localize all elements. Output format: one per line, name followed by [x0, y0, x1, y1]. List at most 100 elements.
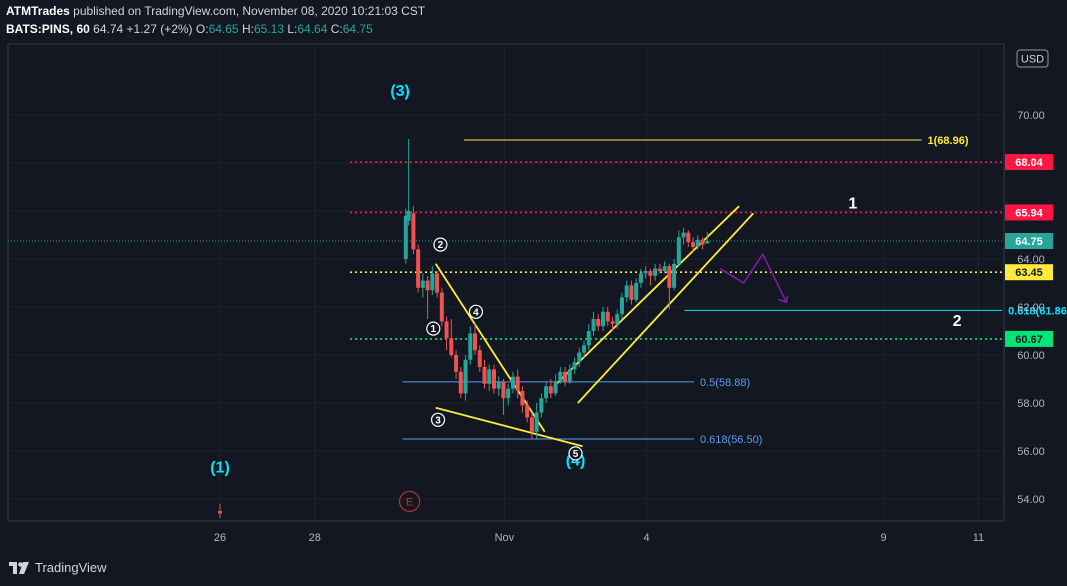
price-change: +1.27 (+2%) — [126, 22, 193, 36]
wave-label: (3) — [390, 83, 410, 100]
candle-body — [634, 283, 639, 300]
candle-body — [425, 280, 430, 291]
last-price: 64.74 — [93, 22, 124, 36]
candle-body — [582, 345, 587, 353]
wave-label: 1 — [848, 196, 857, 213]
candle-body — [534, 412, 539, 432]
candle-body — [596, 319, 601, 327]
published-text: published on TradingView.com, November 0… — [73, 4, 426, 18]
price-tick-label: 58.00 — [1017, 398, 1045, 410]
candle-body — [491, 369, 496, 389]
open-value: 64.65 — [208, 22, 239, 36]
candle-body — [662, 266, 667, 271]
currency-badge[interactable]: USD — [1016, 49, 1049, 68]
candle-body — [454, 355, 459, 372]
candle-body — [548, 386, 553, 394]
price-tick-label: 56.00 — [1017, 446, 1045, 458]
candle-body — [653, 268, 658, 276]
candle-body — [477, 350, 482, 367]
channel-lower-trendline — [577, 212, 754, 404]
ohlc-legend: BATS:PINS, 60 64.74 +1.27 (+2%) O:64.65 … — [6, 22, 373, 36]
close-value: 64.75 — [342, 22, 373, 36]
candle-body — [406, 211, 411, 221]
candle-body — [610, 321, 615, 324]
earnings-marker-icon — [399, 490, 421, 512]
candle-body — [567, 369, 572, 382]
projection-arrowhead — [778, 296, 789, 304]
candle-body — [700, 239, 705, 245]
price-tick-label: 62.00 — [1017, 302, 1045, 314]
candle-body — [691, 242, 696, 247]
circled-wave-marker — [468, 304, 484, 319]
time-tick-label: 9 — [881, 532, 887, 544]
high-label: H: — [241, 22, 254, 36]
candle-body — [416, 249, 421, 288]
symbol-label[interactable]: BATS:PINS, 60 — [6, 22, 90, 36]
candle-body — [544, 386, 549, 399]
currency-label: USD — [1021, 54, 1044, 66]
candle-body — [515, 376, 520, 391]
candles — [218, 139, 710, 519]
price-tick-label: 70.00 — [1017, 110, 1045, 122]
candle-body — [411, 213, 416, 250]
currency-badge-box — [1016, 49, 1049, 68]
candle-body — [591, 319, 596, 331]
price-tag-label: 60.67 — [1015, 334, 1043, 346]
earnings-marker-label: E — [406, 496, 413, 508]
tradingview-logo-icon — [9, 561, 29, 574]
circled-wave-marker — [430, 412, 446, 427]
price-tags: 68.04 65.94 64.75 63.45 60.67 — [1005, 154, 1053, 347]
wave-labels: (3)(1)(4)12412345E — [210, 83, 962, 512]
trend-drawings — [434, 205, 789, 448]
candle-body — [672, 263, 677, 288]
candle-body — [449, 338, 454, 355]
close-label: C: — [330, 22, 343, 36]
price-tag-label: 63.45 — [1015, 267, 1043, 279]
author-name[interactable]: ATMTrades — [6, 4, 70, 18]
horizontal-levels — [8, 161, 1004, 340]
price-tick-label: 60.00 — [1017, 350, 1045, 362]
high-value: 65.13 — [253, 22, 284, 36]
candle-body — [686, 232, 691, 243]
price-tag-box — [1005, 154, 1053, 171]
candle-body — [638, 273, 643, 283]
candle-body — [553, 381, 558, 394]
candle-body — [615, 314, 620, 324]
candle-body — [648, 271, 653, 276]
fib-level-label: 0.5(58.88) — [700, 377, 750, 389]
tradingview-logo[interactable]: TradingView — [8, 560, 107, 575]
price-tick-label: 54.00 — [1017, 494, 1045, 506]
circled-wave-marker — [568, 446, 583, 461]
price-tag-box — [1005, 264, 1053, 281]
price-tag-label: 64.75 — [1015, 236, 1043, 248]
time-axis[interactable]: 212628Nov491116 — [0, 532, 1067, 544]
candle-body — [572, 362, 577, 370]
candle-body — [624, 285, 629, 298]
candle-body — [667, 266, 672, 288]
time-tick-label: 28 — [309, 532, 321, 544]
price-tag-box — [1005, 233, 1053, 249]
candle-body — [643, 271, 648, 274]
circled-wave-marker — [433, 237, 448, 252]
candle-body — [496, 381, 501, 389]
time-tick-label: 26 — [214, 532, 226, 544]
candle-body — [619, 297, 624, 315]
fib-levels: 1(68.96) 0.618(61.86) 0.5(58.88) 0.618(56.5… — [402, 135, 1067, 446]
circled-wave-label: 3 — [435, 415, 441, 426]
price-chart[interactable]: 1(68.96) 0.618(61.86) 0.5(58.88) 0.618(56.5… — [0, 0, 1067, 553]
candle-body — [629, 285, 634, 300]
candle-body — [681, 232, 686, 238]
candle-body — [657, 268, 662, 271]
wave4-lower-trendline — [435, 406, 583, 448]
candle-body — [705, 241, 710, 244]
candle-body — [444, 321, 449, 339]
candle-body — [487, 369, 492, 384]
candle-body — [458, 371, 463, 394]
candle-body — [600, 311, 605, 327]
projection-path — [719, 252, 788, 303]
wave4-upper-trendline — [434, 263, 546, 433]
candle-body — [695, 239, 700, 247]
grid — [8, 44, 1004, 521]
price-tag-box — [1005, 330, 1053, 347]
candle-body — [676, 237, 681, 264]
